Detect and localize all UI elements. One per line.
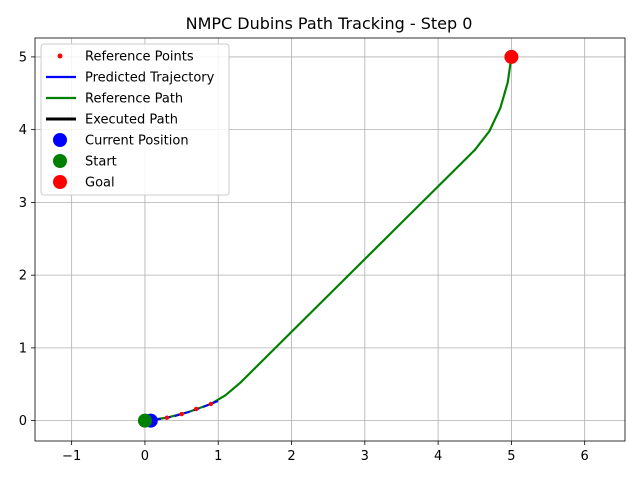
axes-frame <box>34 37 626 442</box>
y-tick-label: 0 <box>19 414 27 429</box>
legend-symbol-points <box>57 53 63 59</box>
x-tick-label: 0 <box>141 449 149 464</box>
reference-point <box>179 411 184 417</box>
x-tick-label: 5 <box>507 449 515 464</box>
x-tick-label: 3 <box>361 449 369 464</box>
reference-point <box>194 406 199 412</box>
legend-symbol-marker <box>53 133 67 147</box>
x-tick-label: 2 <box>287 449 295 464</box>
y-tick-label: 1 <box>19 341 27 356</box>
legend: Reference Points Predicted Trajectory Refe… <box>40 43 230 196</box>
legend-label: Current Position <box>85 134 189 149</box>
legend-symbol-marker <box>53 154 67 168</box>
y-tick-label: 3 <box>19 196 27 211</box>
legend-label: Reference Points <box>85 50 194 65</box>
reference-point <box>208 401 214 407</box>
legend-box <box>40 43 230 196</box>
legend-label: Start <box>85 155 117 170</box>
y-tick-label: 2 <box>19 269 27 284</box>
legend-label: Executed Path <box>85 113 178 128</box>
x-tick-label: 6 <box>581 449 589 464</box>
chart-title: NMPC Dubins Path Tracking - Step 0 <box>186 14 473 33</box>
x-tick-label: 1 <box>214 449 222 464</box>
x-tick-label: −1 <box>62 449 81 464</box>
x-tick-label: 4 <box>434 449 442 464</box>
plot-area <box>137 49 519 428</box>
legend-label: Goal <box>85 176 115 191</box>
legend-label: Predicted Trajectory <box>85 71 215 86</box>
reference-point <box>164 415 170 420</box>
start-marker <box>137 413 152 428</box>
legend-symbol-marker <box>53 175 67 189</box>
goal-marker <box>504 49 519 64</box>
y-tick-label: 4 <box>19 123 27 138</box>
grid-lines <box>35 38 625 441</box>
y-tick-label: 5 <box>19 50 27 65</box>
axis-ticks: −1 0 1 2 3 4 5 6 0 1 2 3 4 5 <box>19 50 589 464</box>
legend-label: Reference Path <box>85 92 183 107</box>
